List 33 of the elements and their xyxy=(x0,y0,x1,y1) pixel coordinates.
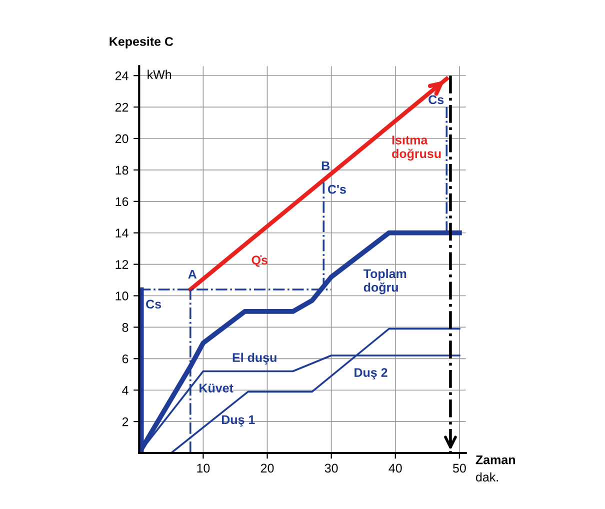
annotation: kWh xyxy=(148,70,172,79)
y-tick-label: 18 xyxy=(116,166,128,175)
x-tick-label: 30 xyxy=(324,464,338,473)
y-tick-label: 8 xyxy=(122,323,128,332)
x-tick-label: 20 xyxy=(260,464,274,473)
x-tick-label: 40 xyxy=(388,464,402,473)
annotation: Cs xyxy=(146,300,162,309)
y-tick-label: 14 xyxy=(116,228,128,238)
annotation: Toplam doğru xyxy=(363,268,406,294)
annotation: Isıtma doğrusu xyxy=(392,136,441,161)
annotation: B xyxy=(322,161,330,170)
y-tick-label: 20 xyxy=(115,134,128,144)
text: dak. xyxy=(476,472,498,482)
y-tick-label: 16 xyxy=(116,197,128,206)
annotation: C's xyxy=(328,184,346,194)
y-tick-label: 24 xyxy=(115,71,128,80)
y-tick-label: 12 xyxy=(116,260,128,269)
x-tick-label: 50 xyxy=(452,464,466,473)
annotation: Q̇s xyxy=(252,255,268,267)
y-tick-label: 4 xyxy=(122,386,128,395)
annotation: Küvet xyxy=(200,384,234,393)
x-tick-label: 10 xyxy=(197,464,210,473)
x-axis-title: Zaman xyxy=(476,456,515,464)
y-tick-label: 2 xyxy=(122,417,128,426)
annotation: El duşu xyxy=(232,352,276,364)
y-tick-label: 6 xyxy=(122,354,128,364)
annotation: A xyxy=(188,270,197,279)
y-tick-label: 22 xyxy=(115,102,128,112)
annotation: Cs xyxy=(428,95,444,104)
y-axis-title: Kepesite C xyxy=(110,36,174,48)
annotation: Duş 1 xyxy=(222,415,255,427)
annotation: Duş 2 xyxy=(354,368,388,380)
y-tick-label: 10 xyxy=(116,292,128,300)
